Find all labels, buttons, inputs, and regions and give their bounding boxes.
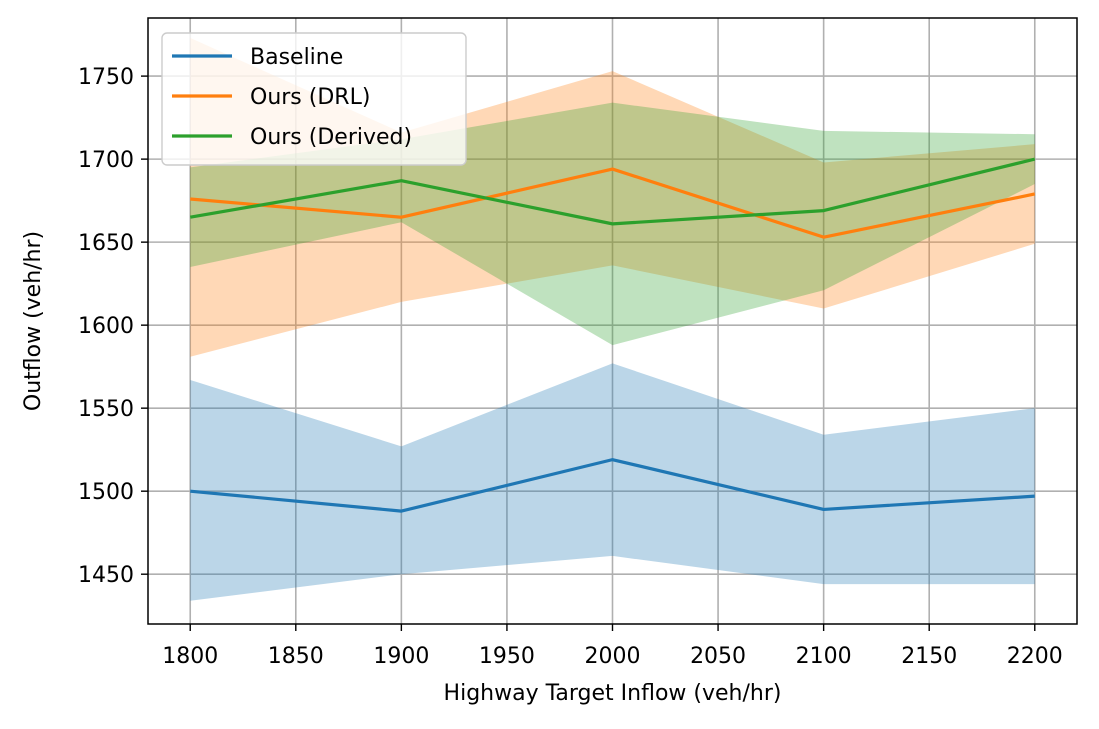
legend-label: Ours (Derived) (250, 125, 412, 150)
legend-label: Ours (DRL) (250, 85, 370, 110)
x-axis: 1800 1850 1900 1950 2000 2050 2100 2150 2200 (162, 624, 1063, 669)
y-tick-label: 1700 (78, 148, 134, 173)
series-line (190, 458, 1035, 513)
x-tick-label: 2100 (796, 644, 852, 669)
legend: Baseline Ours (DRL) Ours (Derived) (161, 32, 467, 166)
y-axis-label: Outflow (veh/hr) (21, 231, 46, 411)
y-tick-label: 1500 (78, 480, 134, 505)
x-tick-label: 1850 (268, 644, 324, 669)
legend-label: Baseline (250, 45, 343, 70)
confidence-band (190, 37, 1035, 357)
y-axis: 1450 1500 1550 1600 1650 1700 1750 (78, 65, 148, 588)
x-tick-label: 2000 (585, 644, 641, 669)
y-tick-label: 1750 (78, 65, 134, 90)
x-axis-label: Highway Target Inflow (veh/hr) (444, 681, 782, 706)
y-tick-label: 1650 (78, 231, 134, 256)
x-tick-label: 2200 (1007, 644, 1063, 669)
y-tick-label: 1550 (78, 397, 134, 422)
x-tick-label: 2150 (901, 644, 957, 669)
confidence-band (190, 363, 1035, 601)
x-tick-label: 1950 (479, 644, 535, 669)
legend-box (161, 32, 467, 166)
x-tick-label: 1900 (373, 644, 429, 669)
y-tick-label: 1450 (78, 563, 134, 588)
series-line (189, 157, 1036, 226)
series-line (190, 167, 1036, 239)
x-tick-label: 1800 (162, 644, 218, 669)
x-tick-label: 2050 (690, 644, 746, 669)
y-tick-label: 1600 (78, 314, 134, 339)
series-lines (189, 157, 1036, 513)
